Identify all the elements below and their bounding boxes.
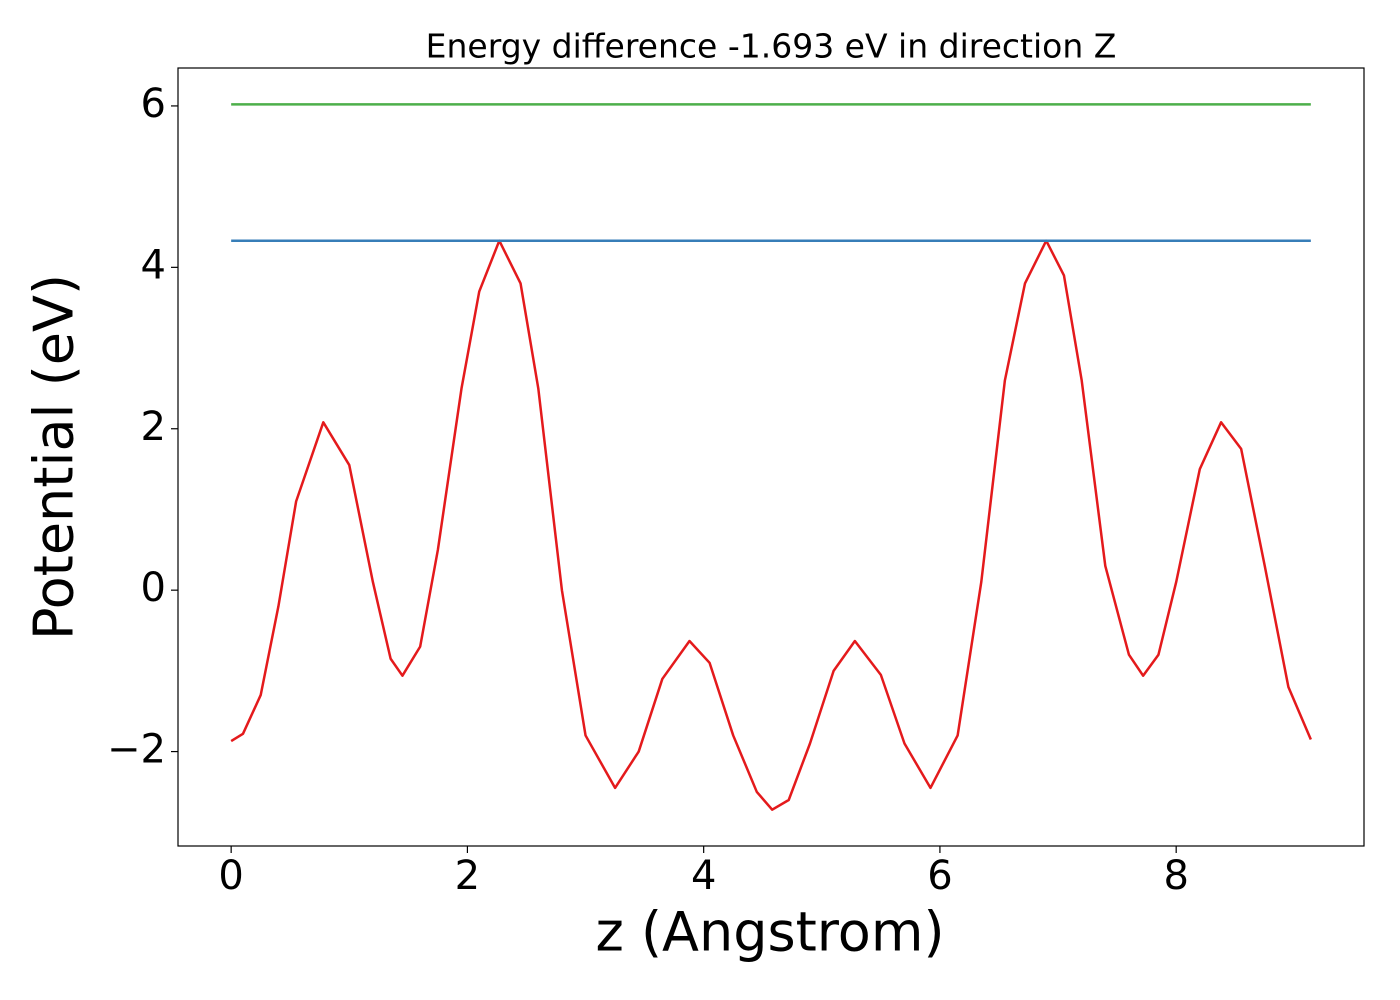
x-tick-label: 0 [218, 853, 243, 899]
line-series [230, 239, 1312, 811]
x-axis-label: z (Angstrom) [595, 901, 944, 964]
x-tick-label: 6 [927, 853, 952, 899]
x-tick-label: 8 [1163, 853, 1188, 899]
y-tick-label: 6 [141, 81, 166, 127]
plot-frame [177, 67, 1365, 847]
y-axis-label: Potential (eV) [23, 274, 86, 640]
x-tick-label: 4 [691, 853, 716, 899]
x-tick-label: 2 [455, 853, 480, 899]
y-tick-label: 0 [141, 565, 166, 611]
y-tick-label: 2 [141, 404, 166, 450]
chart-title: Energy difference -1.693 eV in direction… [426, 27, 1117, 66]
y-tick-label: −2 [107, 727, 166, 773]
y-tick-label: 4 [141, 242, 166, 288]
